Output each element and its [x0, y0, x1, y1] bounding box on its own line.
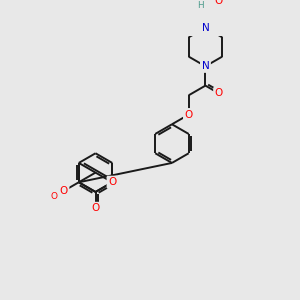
Text: O: O	[108, 177, 116, 187]
Text: O: O	[50, 192, 57, 201]
Text: O: O	[60, 186, 68, 196]
Text: H: H	[197, 1, 203, 10]
Text: N: N	[202, 22, 209, 33]
Text: O: O	[215, 88, 223, 98]
Text: O: O	[184, 110, 193, 120]
Text: O: O	[92, 203, 100, 213]
Text: O: O	[215, 0, 223, 6]
Text: N: N	[202, 61, 209, 71]
